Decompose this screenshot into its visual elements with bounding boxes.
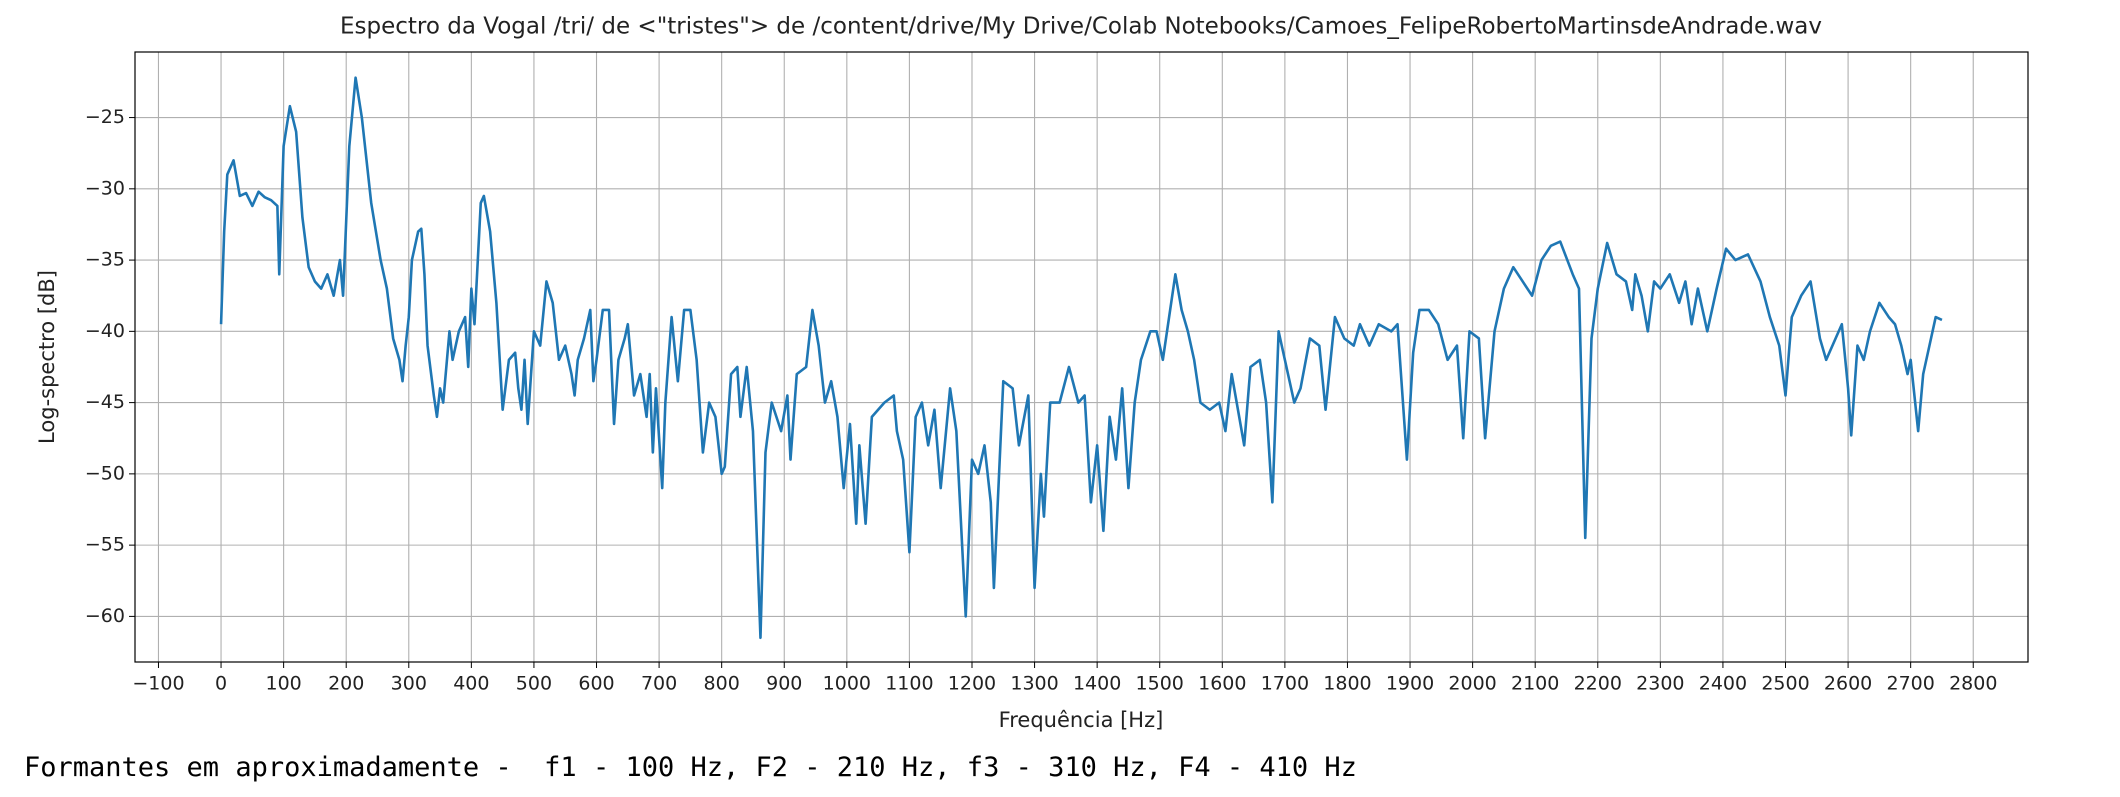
spectrum-line [219,76,1943,640]
chart: Espectro da Vogal /tri/ de <"tristes"> d… [35,14,2029,732]
x-tick-label: 1100 [885,673,933,695]
y-tick-label: −60 [85,605,125,627]
x-tick-label: 2300 [1636,673,1684,695]
x-tick-label: 1600 [1198,673,1246,695]
x-tick-label: 700 [641,673,677,695]
x-tick-label: 2400 [1699,673,1747,695]
x-tick-label: 900 [766,673,802,695]
formant-note: Formantes em aproximadamente - f1 - 100 … [24,752,1357,783]
x-tick-label: 2800 [1949,673,1997,695]
x-tick-label: 400 [453,673,489,695]
x-tick-label: −100 [132,673,184,695]
x-tick-label: 300 [391,673,427,695]
x-tick-label: 800 [704,673,740,695]
x-tick-label: 1900 [1386,673,1434,695]
y-tick-label: −55 [85,534,125,556]
y-tick-label: −35 [85,249,125,271]
x-tick-label: 2200 [1574,673,1622,695]
x-tick-label: 0 [215,673,227,695]
x-tick-label: 1300 [1010,673,1058,695]
x-axis-label: Frequência [Hz] [999,708,1164,732]
axes-frame [134,51,2029,663]
x-tick-label: 2600 [1824,673,1872,695]
y-tick-label: −50 [85,462,125,484]
x-tick-label: 1500 [1136,673,1184,695]
x-tick-label: 100 [265,673,301,695]
x-tick-label: 1800 [1323,673,1371,695]
y-axis-label: Log-spectro [dB] [35,270,59,444]
x-tick-label: 200 [328,673,364,695]
x-tick-label: 1000 [823,673,871,695]
x-tick-label: 2000 [1448,673,1496,695]
y-tick-label: −40 [85,320,125,342]
x-tick-label: 2700 [1886,673,1934,695]
x-tick-label: 1200 [948,673,996,695]
x-tick-label: 2100 [1511,673,1559,695]
y-tick-label: −25 [85,106,125,128]
x-tick-label: 600 [578,673,614,695]
x-tick-label: 2500 [1761,673,1809,695]
x-tick-label: 1700 [1261,673,1309,695]
y-tick-label: −45 [85,391,125,413]
y-tick-label: −30 [85,177,125,199]
x-tick-label: 1400 [1073,673,1121,695]
chart-title: Espectro da Vogal /tri/ de <"tristes"> d… [340,14,1822,40]
x-tick-label: 500 [516,673,552,695]
